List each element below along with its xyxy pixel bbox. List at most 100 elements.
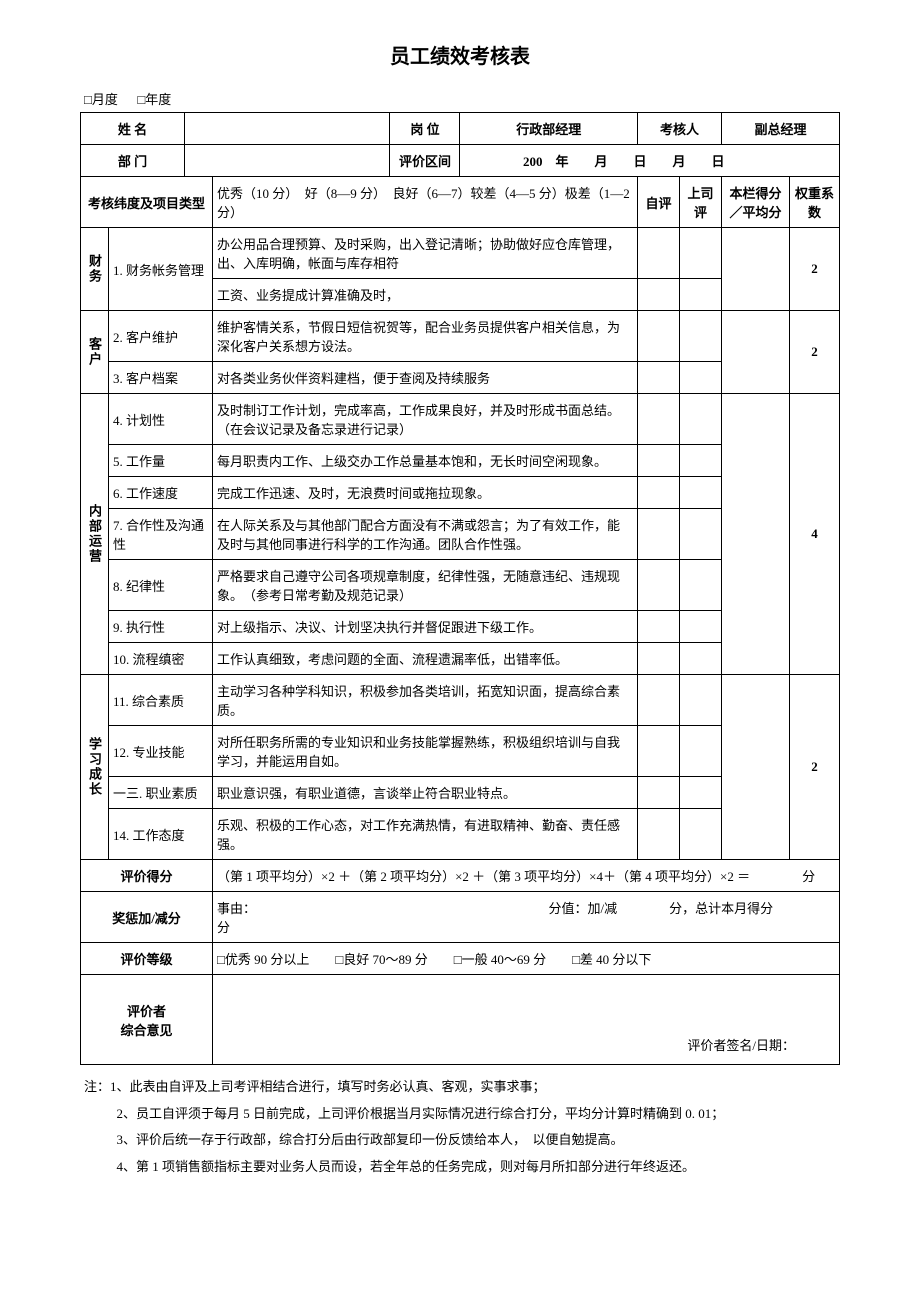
finance-weight: 2 — [789, 228, 839, 311]
item-13-self[interactable] — [637, 777, 679, 809]
note-1: 1、此表由自评及上司考评相结合进行，填写时务必认真、客观，实事求事； — [110, 1079, 546, 1094]
item-11-boss[interactable] — [679, 675, 721, 726]
learning-weight: 2 — [789, 675, 839, 860]
item-10-boss[interactable] — [679, 643, 721, 675]
item-3-self[interactable] — [637, 362, 679, 394]
self-label: 自评 — [637, 177, 679, 228]
period-row: □月度 □年度 — [80, 89, 840, 108]
item-9-boss[interactable] — [679, 611, 721, 643]
item-3-boss[interactable] — [679, 362, 721, 394]
item-8-boss[interactable] — [679, 560, 721, 611]
score-row-label: 评价得分 — [81, 860, 213, 892]
item-4-no: 4. 计划性 — [109, 394, 213, 445]
item-9-self[interactable] — [637, 611, 679, 643]
item-7-boss[interactable] — [679, 509, 721, 560]
item-5-no: 5. 工作量 — [109, 445, 213, 477]
item-5-boss[interactable] — [679, 445, 721, 477]
item-4-boss[interactable] — [679, 394, 721, 445]
weight-label: 权重系数 — [789, 177, 839, 228]
item-12-no: 12. 专业技能 — [109, 726, 213, 777]
period-yearly: □年度 — [137, 92, 171, 107]
position-label: 岗 位 — [390, 113, 460, 145]
item-6-self[interactable] — [637, 477, 679, 509]
item-14-no: 14. 工作态度 — [109, 809, 213, 860]
item-14-desc: 乐观、积极的工作心态，对工作充满热情，有进取精神、勤奋、责任感强。 — [213, 809, 638, 860]
item-11-desc: 主动学习各种学科知识，积极参加各类培训，拓宽知识面，提高综合素质。 — [213, 675, 638, 726]
dim-label: 考核纬度及项目类型 — [81, 177, 213, 228]
item-12-boss[interactable] — [679, 726, 721, 777]
name-value[interactable] — [185, 113, 390, 145]
item-13-no: 一三. 职业素质 — [109, 777, 213, 809]
score-formula: （第 1 项平均分）×2 ＋（第 2 项平均分）×2 ＋（第 3 项平均分）×4… — [213, 860, 840, 892]
item-7-no: 7. 合作性及沟通性 — [109, 509, 213, 560]
internal-score[interactable] — [721, 394, 789, 675]
item-9-desc: 对上级指示、决议、计划坚决执行并督促跟进下级工作。 — [213, 611, 638, 643]
item-13-desc: 职业意识强，有职业道德，言谈举止符合职业特点。 — [213, 777, 638, 809]
item-8-no: 8. 纪律性 — [109, 560, 213, 611]
item-10-self[interactable] — [637, 643, 679, 675]
scale-text: 优秀（10 分） 好（8—9 分） 良好（6—7）较差（4—5 分）极差（1—2… — [213, 177, 638, 228]
item-7-desc: 在人际关系及与其他部门配合方面没有不满或怨言；为了有效工作，能及时与其他同事进行… — [213, 509, 638, 560]
dept-label: 部 门 — [81, 145, 185, 177]
notes-prefix: 注： — [84, 1079, 110, 1094]
item-13-boss[interactable] — [679, 777, 721, 809]
page-title: 员工绩效考核表 — [80, 40, 840, 69]
item-6-boss[interactable] — [679, 477, 721, 509]
item-5-self[interactable] — [637, 445, 679, 477]
dept-value[interactable] — [185, 145, 390, 177]
note-3: 3、评价后统一存于行政部，综合打分后由行政部复印一份反馈给本人， 以便自勉提高。 — [84, 1128, 840, 1153]
item-1-desc2: 工资、业务提成计算准确及时， — [213, 279, 638, 311]
item-1-boss2[interactable] — [679, 279, 721, 311]
score-label: 本栏得分／平均分 — [721, 177, 789, 228]
boss-label: 上司评 — [679, 177, 721, 228]
item-11-self[interactable] — [637, 675, 679, 726]
notes-section: 注：1、此表由自评及上司考评相结合进行，填写时务必认真、客观，实事求事； 2、员… — [80, 1075, 840, 1180]
bonus-text: 事由： 分值：加/减 分，总计本月得分 分 — [213, 892, 840, 943]
item-1-desc1: 办公用品合理预算、及时采购，出入登记清晰；协助做好应仓库管理，出、入库明确，帐面… — [213, 228, 638, 279]
item-4-desc: 及时制订工作计划，完成率高，工作成果良好，并及时形成书面总结。 （在会议记录及备… — [213, 394, 638, 445]
internal-weight: 4 — [789, 394, 839, 675]
item-12-desc: 对所任职务所需的专业知识和业务技能掌握熟练，积极组织培训与自我学习，并能运用自如… — [213, 726, 638, 777]
item-3-no: 3. 客户档案 — [109, 362, 213, 394]
section-finance-label: 财务 — [81, 228, 109, 311]
name-label: 姓 名 — [81, 113, 185, 145]
opinion-cell[interactable]: 评价者签名/日期： — [213, 975, 840, 1065]
assessor-value: 副总经理 — [721, 113, 839, 145]
period-monthly: □月度 — [84, 92, 118, 107]
item-4-self[interactable] — [637, 394, 679, 445]
item-1-self1[interactable] — [637, 228, 679, 279]
signature-label: 评价者签名/日期： — [217, 985, 835, 1054]
item-2-boss[interactable] — [679, 311, 721, 362]
grade-text: □优秀 90 分以上 □良好 70～89 分 □一般 40～69 分 □差 40… — [213, 943, 840, 975]
item-8-desc: 严格要求自己遵守公司各项规章制度，纪律性强，无随意违纪、违规现象。 （参考日常考… — [213, 560, 638, 611]
learning-score[interactable] — [721, 675, 789, 860]
item-1-no: 1. 财务帐务管理 — [109, 228, 213, 311]
item-2-self[interactable] — [637, 311, 679, 362]
item-2-desc: 维护客情关系，节假日短信祝贺等，配合业务员提供客户相关信息，为深化客户关系想方设… — [213, 311, 638, 362]
item-12-self[interactable] — [637, 726, 679, 777]
main-table: 姓 名 岗 位 行政部经理 考核人 副总经理 部 门 评价区间 200 年 月 … — [80, 112, 840, 1065]
assessor-label: 考核人 — [637, 113, 721, 145]
item-9-no: 9. 执行性 — [109, 611, 213, 643]
grade-label: 评价等级 — [81, 943, 213, 975]
item-1-self2[interactable] — [637, 279, 679, 311]
section-learning-label: 学习成长 — [81, 675, 109, 860]
customer-score[interactable] — [721, 311, 789, 394]
finance-score[interactable] — [721, 228, 789, 311]
item-2-no: 2. 客户维护 — [109, 311, 213, 362]
bonus-label: 奖惩加/减分 — [81, 892, 213, 943]
item-1-boss1[interactable] — [679, 228, 721, 279]
item-6-desc: 完成工作迅速、及时，无浪费时间或拖拉现象。 — [213, 477, 638, 509]
item-11-no: 11. 综合素质 — [109, 675, 213, 726]
item-14-boss[interactable] — [679, 809, 721, 860]
note-4: 4、第 1 项销售额指标主要对业务人员而设，若全年总的任务完成，则对每月所扣部分… — [84, 1155, 840, 1180]
item-7-self[interactable] — [637, 509, 679, 560]
position-value: 行政部经理 — [460, 113, 637, 145]
period-label: 评价区间 — [390, 145, 460, 177]
section-internal-label: 内部运营 — [81, 394, 109, 675]
item-10-desc: 工作认真细致，考虑问题的全面、流程遗漏率低，出错率低。 — [213, 643, 638, 675]
item-10-no: 10. 流程缜密 — [109, 643, 213, 675]
item-14-self[interactable] — [637, 809, 679, 860]
item-6-no: 6. 工作速度 — [109, 477, 213, 509]
item-8-self[interactable] — [637, 560, 679, 611]
